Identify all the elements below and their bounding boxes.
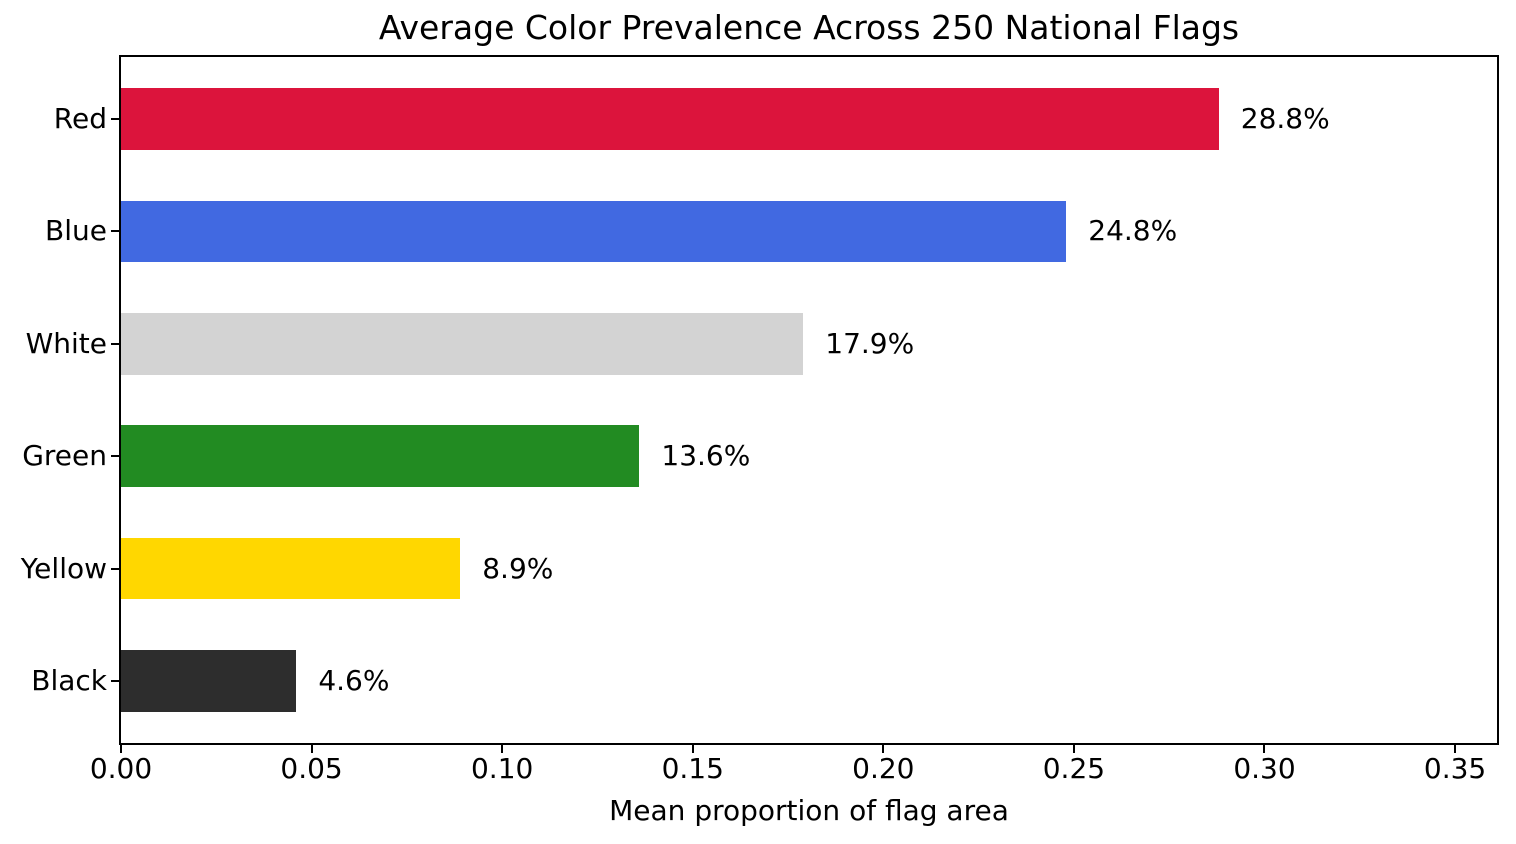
x-tick-0.00 [120,745,122,753]
y-tick-black [111,679,119,682]
y-tick-white [111,342,119,345]
y-tick-label-blue: Blue [45,214,107,248]
y-tick-blue [111,230,119,233]
bar-green [121,425,640,488]
x-tick-0.30 [1263,745,1266,753]
x-axis-label: Mean proportion of flag area [609,794,1009,827]
x-tick-0.10 [501,745,504,753]
x-tick-label-0.25: 0.25 [1042,752,1106,785]
x-tick-label-0.05: 0.05 [280,752,343,785]
x-tick-0.20 [882,745,885,753]
y-tick-red [111,118,119,121]
value-label-yellow: 8.9% [482,551,554,585]
y-tick-label-yellow: Yellow [20,551,107,585]
y-tick-label-red: Red [53,102,107,136]
bar-blue [121,200,1067,263]
x-tick-label-0.00: 0.00 [89,752,153,785]
bar-yellow [121,537,461,600]
bar-white [121,312,804,375]
value-label-green: 13.6% [661,439,751,473]
bar-black [121,650,297,712]
plot-area: Red 28.8% Blue 24.8% White 17.9% Green 13.6% Yel… [21,55,1499,783]
x-tick-label-0.15: 0.15 [661,752,724,785]
chart-title: Average Color Prevalence Across 250 Nati… [378,8,1240,47]
x-tick-label-0.10: 0.10 [470,752,534,785]
value-label-black: 4.6% [318,663,390,697]
x-tick-label-0.30: 0.30 [1233,752,1296,785]
y-tick-green [111,455,119,458]
value-label-white: 17.9% [825,326,915,360]
bar-red [121,88,1219,150]
x-tick-0.05 [310,745,313,753]
value-label-blue: 24.8% [1088,214,1178,248]
x-tick-0.15 [691,745,694,753]
y-tick-label-green: Green [22,439,107,473]
x-tick-label-0.35: 0.35 [1423,752,1487,785]
x-tick-label-0.20: 0.20 [852,752,915,785]
y-tick-label-white: White [25,326,107,360]
y-tick-yellow [111,567,119,570]
x-tick-0.25 [1072,745,1075,753]
y-tick-label-black: Black [31,663,107,697]
value-label-red: 28.8% [1240,102,1330,136]
x-tick-0.35 [1454,745,1457,753]
